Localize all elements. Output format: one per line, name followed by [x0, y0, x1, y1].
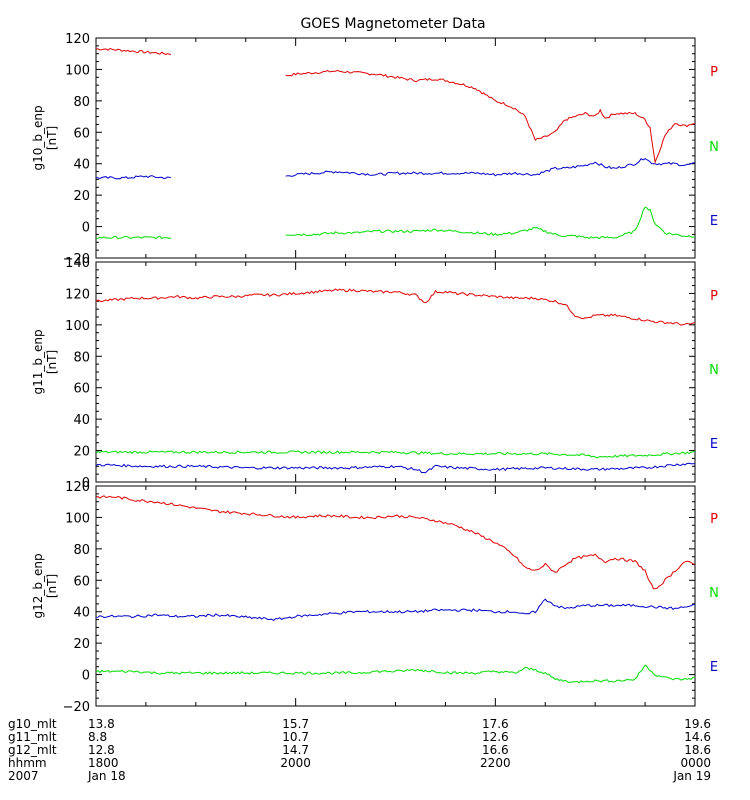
ytick-label: 140 [65, 256, 90, 271]
series-P-line [285, 69, 695, 164]
ylabel: g11_b_enp [31, 329, 45, 394]
legend-P: P [710, 512, 718, 527]
xannot-value: 17.6 [482, 717, 509, 731]
ylabel: g10_b_enp [31, 105, 45, 170]
series-E-line [96, 664, 695, 684]
xannot-label: 2007 [8, 769, 39, 783]
chart-title: GOES Magnetometer Data [300, 16, 485, 32]
ytick-label: 40 [73, 158, 90, 173]
panel-frame [95, 37, 696, 259]
ytick-label: 20 [73, 445, 90, 460]
xannot-value: 12.6 [482, 730, 509, 744]
xannot-value: 0000 [680, 756, 711, 770]
xannot-value: 15.7 [282, 717, 309, 731]
series-P-line [96, 495, 695, 590]
ytick-label: 60 [73, 382, 90, 397]
panel-1: 120 100 80 60 40 20 0 −20 g10_b_enp [nT] P N E [31, 32, 719, 267]
series-E-line [285, 206, 695, 240]
legend-E: E [710, 214, 718, 229]
ytick-label: −20 [63, 700, 90, 715]
xannot-label: g12_mlt [8, 743, 57, 757]
series-N-line [96, 598, 695, 622]
ytick-label: 120 [65, 480, 90, 495]
xannot-value: 10.7 [282, 730, 309, 744]
xannot-value: Jan 19 [672, 769, 711, 783]
ytick-label: 0 [82, 476, 90, 491]
xannot-value: 19.6 [684, 717, 711, 731]
ylabel: g12_b_enp [31, 553, 45, 618]
series-P-line [96, 288, 695, 326]
ylabel-unit: [nT] [45, 350, 59, 374]
ytick-label: 80 [73, 350, 90, 365]
ytick-label: 20 [73, 189, 90, 204]
xannot-value: 16.6 [482, 743, 509, 757]
xannot-value: 2200 [480, 756, 511, 770]
xannot-value: 13.8 [88, 717, 115, 731]
ytick-label: 0 [82, 221, 90, 236]
ytick-label: 100 [65, 511, 90, 526]
ylabel-unit: [nT] [45, 574, 59, 598]
ytick-label: 60 [73, 574, 90, 589]
ytick-label: −20 [63, 252, 90, 267]
ytick-label: 100 [65, 319, 90, 334]
ytick-label: 80 [73, 95, 90, 110]
ytick-label: 60 [73, 126, 90, 141]
panel-3: 120 100 80 60 40 20 0 −20 g12_b_enp [nT] P N E [31, 480, 719, 715]
legend-N: N [709, 140, 719, 155]
xannot-value: Jan 18 [87, 769, 126, 783]
xannot-value: 14.7 [282, 743, 309, 757]
ytick-label: 120 [65, 287, 90, 302]
legend-N: N [709, 363, 719, 378]
series-N-line [285, 157, 695, 177]
xannot-value: 12.8 [88, 743, 115, 757]
series-N-line [96, 175, 172, 180]
xannot-value: 14.6 [684, 730, 711, 744]
xannot-label: hhmm [8, 756, 47, 770]
xannot-value: 1800 [88, 756, 119, 770]
ytick-label: 100 [65, 63, 90, 78]
ytick-label: 80 [73, 543, 90, 558]
series-E-line [96, 462, 695, 474]
xannot-value: 2000 [280, 756, 311, 770]
ytick-label: 40 [73, 606, 90, 621]
panel-2: 140 120 100 80 60 40 20 0 g11_b_enp [nT] P N E [31, 256, 719, 491]
series-P-line [96, 47, 172, 56]
legend-N: N [709, 586, 719, 601]
legend-E: E [710, 660, 718, 675]
series-E-line [96, 235, 172, 240]
xannot-label: g11_mlt [8, 730, 57, 744]
xannot-value: 8.8 [88, 730, 107, 744]
xannot-label: g10_mlt [8, 717, 57, 731]
legend-P: P [710, 289, 718, 304]
ytick-label: 20 [73, 637, 90, 652]
ytick-label: 40 [73, 413, 90, 428]
ytick-label: 0 [82, 669, 90, 684]
legend-E: E [710, 437, 718, 452]
panel-frame [95, 261, 696, 483]
ytick-label: 120 [65, 32, 90, 47]
legend-P: P [710, 65, 718, 80]
series-N-line [96, 450, 695, 459]
xannot-value: 18.6 [684, 743, 711, 757]
x-annotation-rows: g10_mlt 13.8 15.7 17.6 19.6 g11_mlt 8.8 10.7 12.… [8, 717, 711, 783]
ylabel-unit: [nT] [45, 126, 59, 150]
